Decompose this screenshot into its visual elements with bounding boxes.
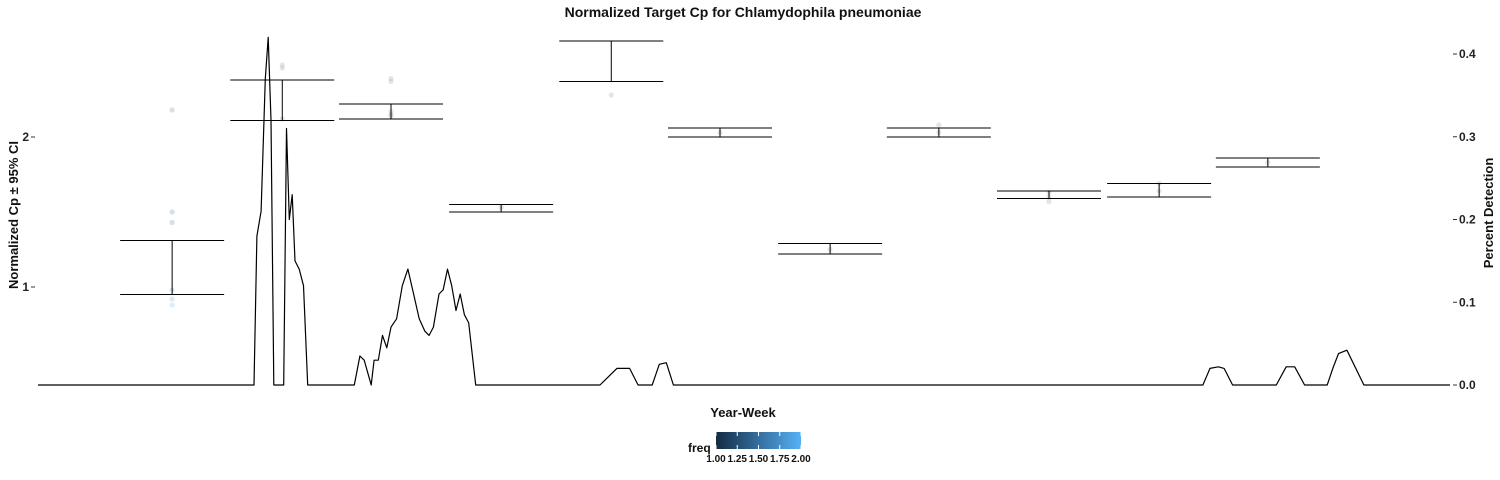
chart-title: Normalized Target Cp for Chlamydophila p… bbox=[565, 4, 922, 20]
freq-legend: freq 1.00 1.25 1.50 1.75 2.00 bbox=[688, 432, 811, 465]
x-axis-label: Year-Week bbox=[710, 405, 776, 420]
data-point bbox=[169, 107, 175, 113]
data-point bbox=[169, 302, 175, 308]
y-tick-label: 1 bbox=[22, 280, 29, 294]
data-point bbox=[388, 75, 394, 82]
left-axis: 12 bbox=[22, 130, 35, 294]
y2-tick-label: 0.1 bbox=[1459, 295, 1476, 309]
right-axis: 0.0 0.1 0.2 0.3 0.4 bbox=[1453, 47, 1476, 392]
legend-tick-label: 2.00 bbox=[791, 454, 811, 465]
data-point bbox=[1046, 198, 1052, 205]
y2-tick-label: 0.2 bbox=[1459, 213, 1476, 227]
y2-tick-label: 0.0 bbox=[1459, 378, 1476, 392]
y2-axis-label: Percent Detection bbox=[1481, 158, 1496, 269]
data-point bbox=[169, 296, 175, 302]
legend-tick-label: 1.75 bbox=[770, 454, 790, 465]
y-tick-label: 2 bbox=[22, 130, 29, 144]
legend-title: freq bbox=[688, 441, 711, 455]
data-points bbox=[169, 62, 1271, 308]
error-bars bbox=[120, 40, 1320, 295]
data-point bbox=[169, 209, 175, 215]
detection-line bbox=[38, 36, 1450, 386]
legend-tick-label: 1.00 bbox=[706, 454, 726, 465]
y-axis-label: Normalized Cp ± 95% CI bbox=[6, 141, 21, 289]
legend-tick-label: 1.25 bbox=[728, 454, 748, 465]
data-point bbox=[279, 62, 285, 68]
data-point bbox=[279, 65, 285, 71]
y2-tick-label: 0.4 bbox=[1459, 47, 1476, 61]
detection-series bbox=[38, 36, 1450, 386]
legend-ticks: 1.00 1.25 1.50 1.75 2.00 bbox=[706, 432, 811, 465]
data-point bbox=[388, 78, 394, 85]
data-point bbox=[936, 122, 942, 128]
legend-tick-label: 1.50 bbox=[749, 454, 769, 465]
data-point bbox=[608, 92, 614, 98]
legend-colorbar bbox=[716, 432, 801, 449]
y2-tick-label: 0.3 bbox=[1459, 130, 1476, 144]
data-point bbox=[169, 219, 175, 226]
